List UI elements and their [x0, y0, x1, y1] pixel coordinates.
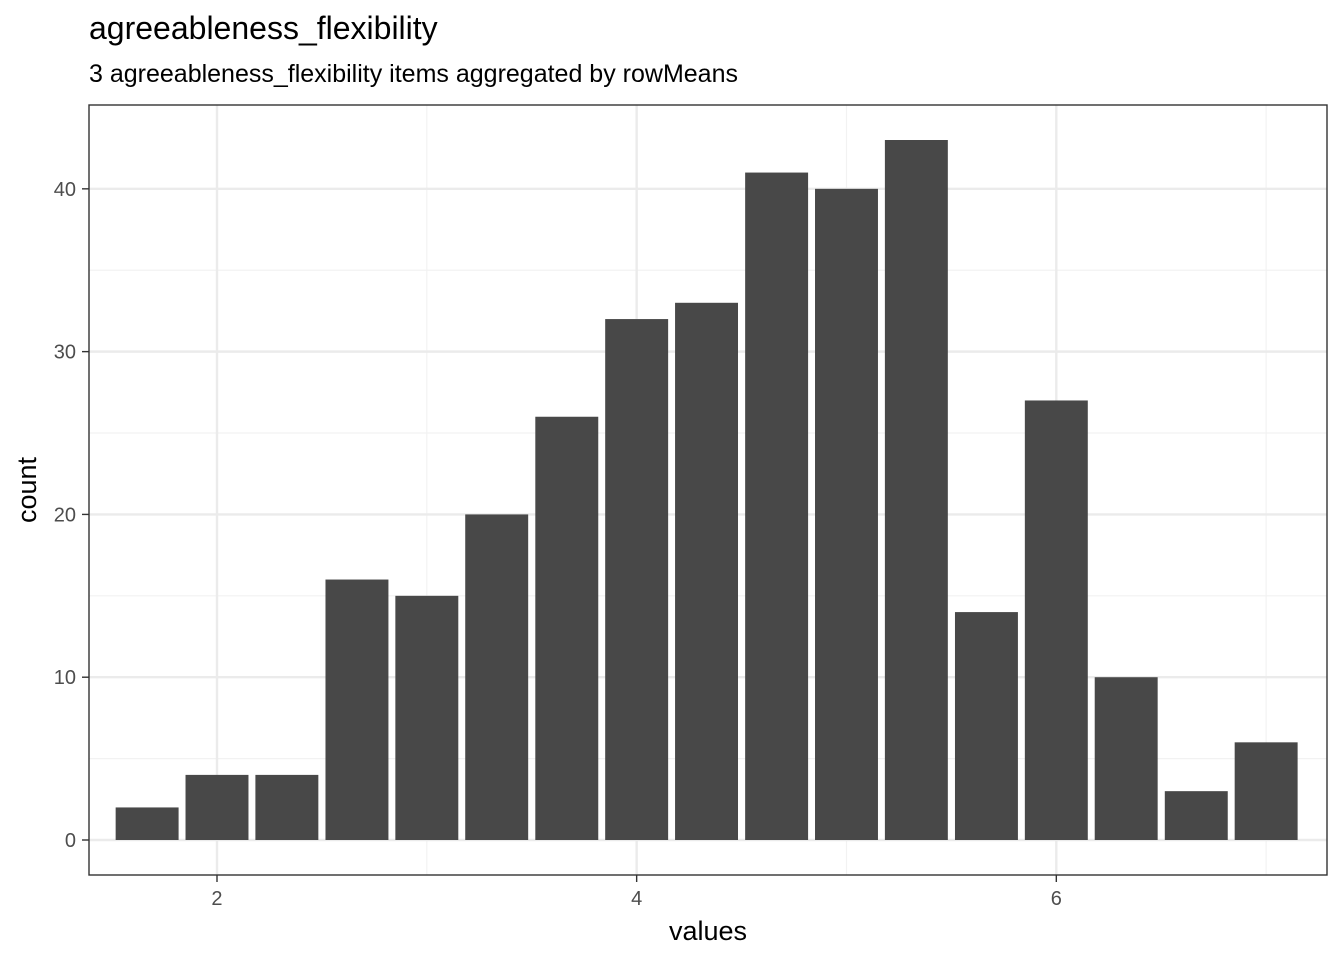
y-tick-label: 20	[54, 504, 76, 526]
panel-border	[88, 104, 1328, 876]
x-axis: 2 4 6	[211, 875, 1062, 910]
histogram-bar	[465, 514, 529, 840]
histogram-bar	[1234, 742, 1298, 840]
chart-title: agreeableness_flexibility	[89, 10, 438, 46]
histogram-bar	[185, 774, 249, 840]
histogram-bar	[255, 774, 319, 840]
histogram-bar	[395, 595, 459, 840]
histogram-bar	[325, 579, 389, 840]
y-tick-label: 30	[54, 342, 76, 364]
histogram-bar	[884, 140, 948, 840]
y-axis: 0 10 20 30 40	[54, 179, 89, 852]
histogram-bar	[1024, 400, 1088, 840]
histogram-bar	[745, 172, 809, 841]
y-axis-title: count	[12, 456, 42, 523]
histogram-bar	[954, 612, 1018, 840]
y-tick-label: 0	[65, 830, 76, 852]
chart-subtitle: 3 agreeableness_flexibility items aggreg…	[89, 60, 738, 88]
y-tick-label: 10	[54, 667, 76, 689]
x-tick-label: 4	[631, 888, 642, 910]
histogram-bar	[535, 416, 599, 840]
histogram-bar	[115, 807, 179, 840]
bars	[115, 140, 1298, 841]
x-tick-label: 2	[211, 888, 222, 910]
x-axis-title: values	[669, 916, 747, 946]
histogram-bar	[1094, 677, 1158, 840]
histogram-bar	[1164, 791, 1228, 840]
y-tick-label: 40	[54, 179, 76, 201]
histogram-bar	[605, 319, 669, 840]
histogram-bar	[815, 188, 878, 840]
histogram-bar	[675, 302, 739, 840]
x-tick-label: 6	[1051, 888, 1062, 910]
